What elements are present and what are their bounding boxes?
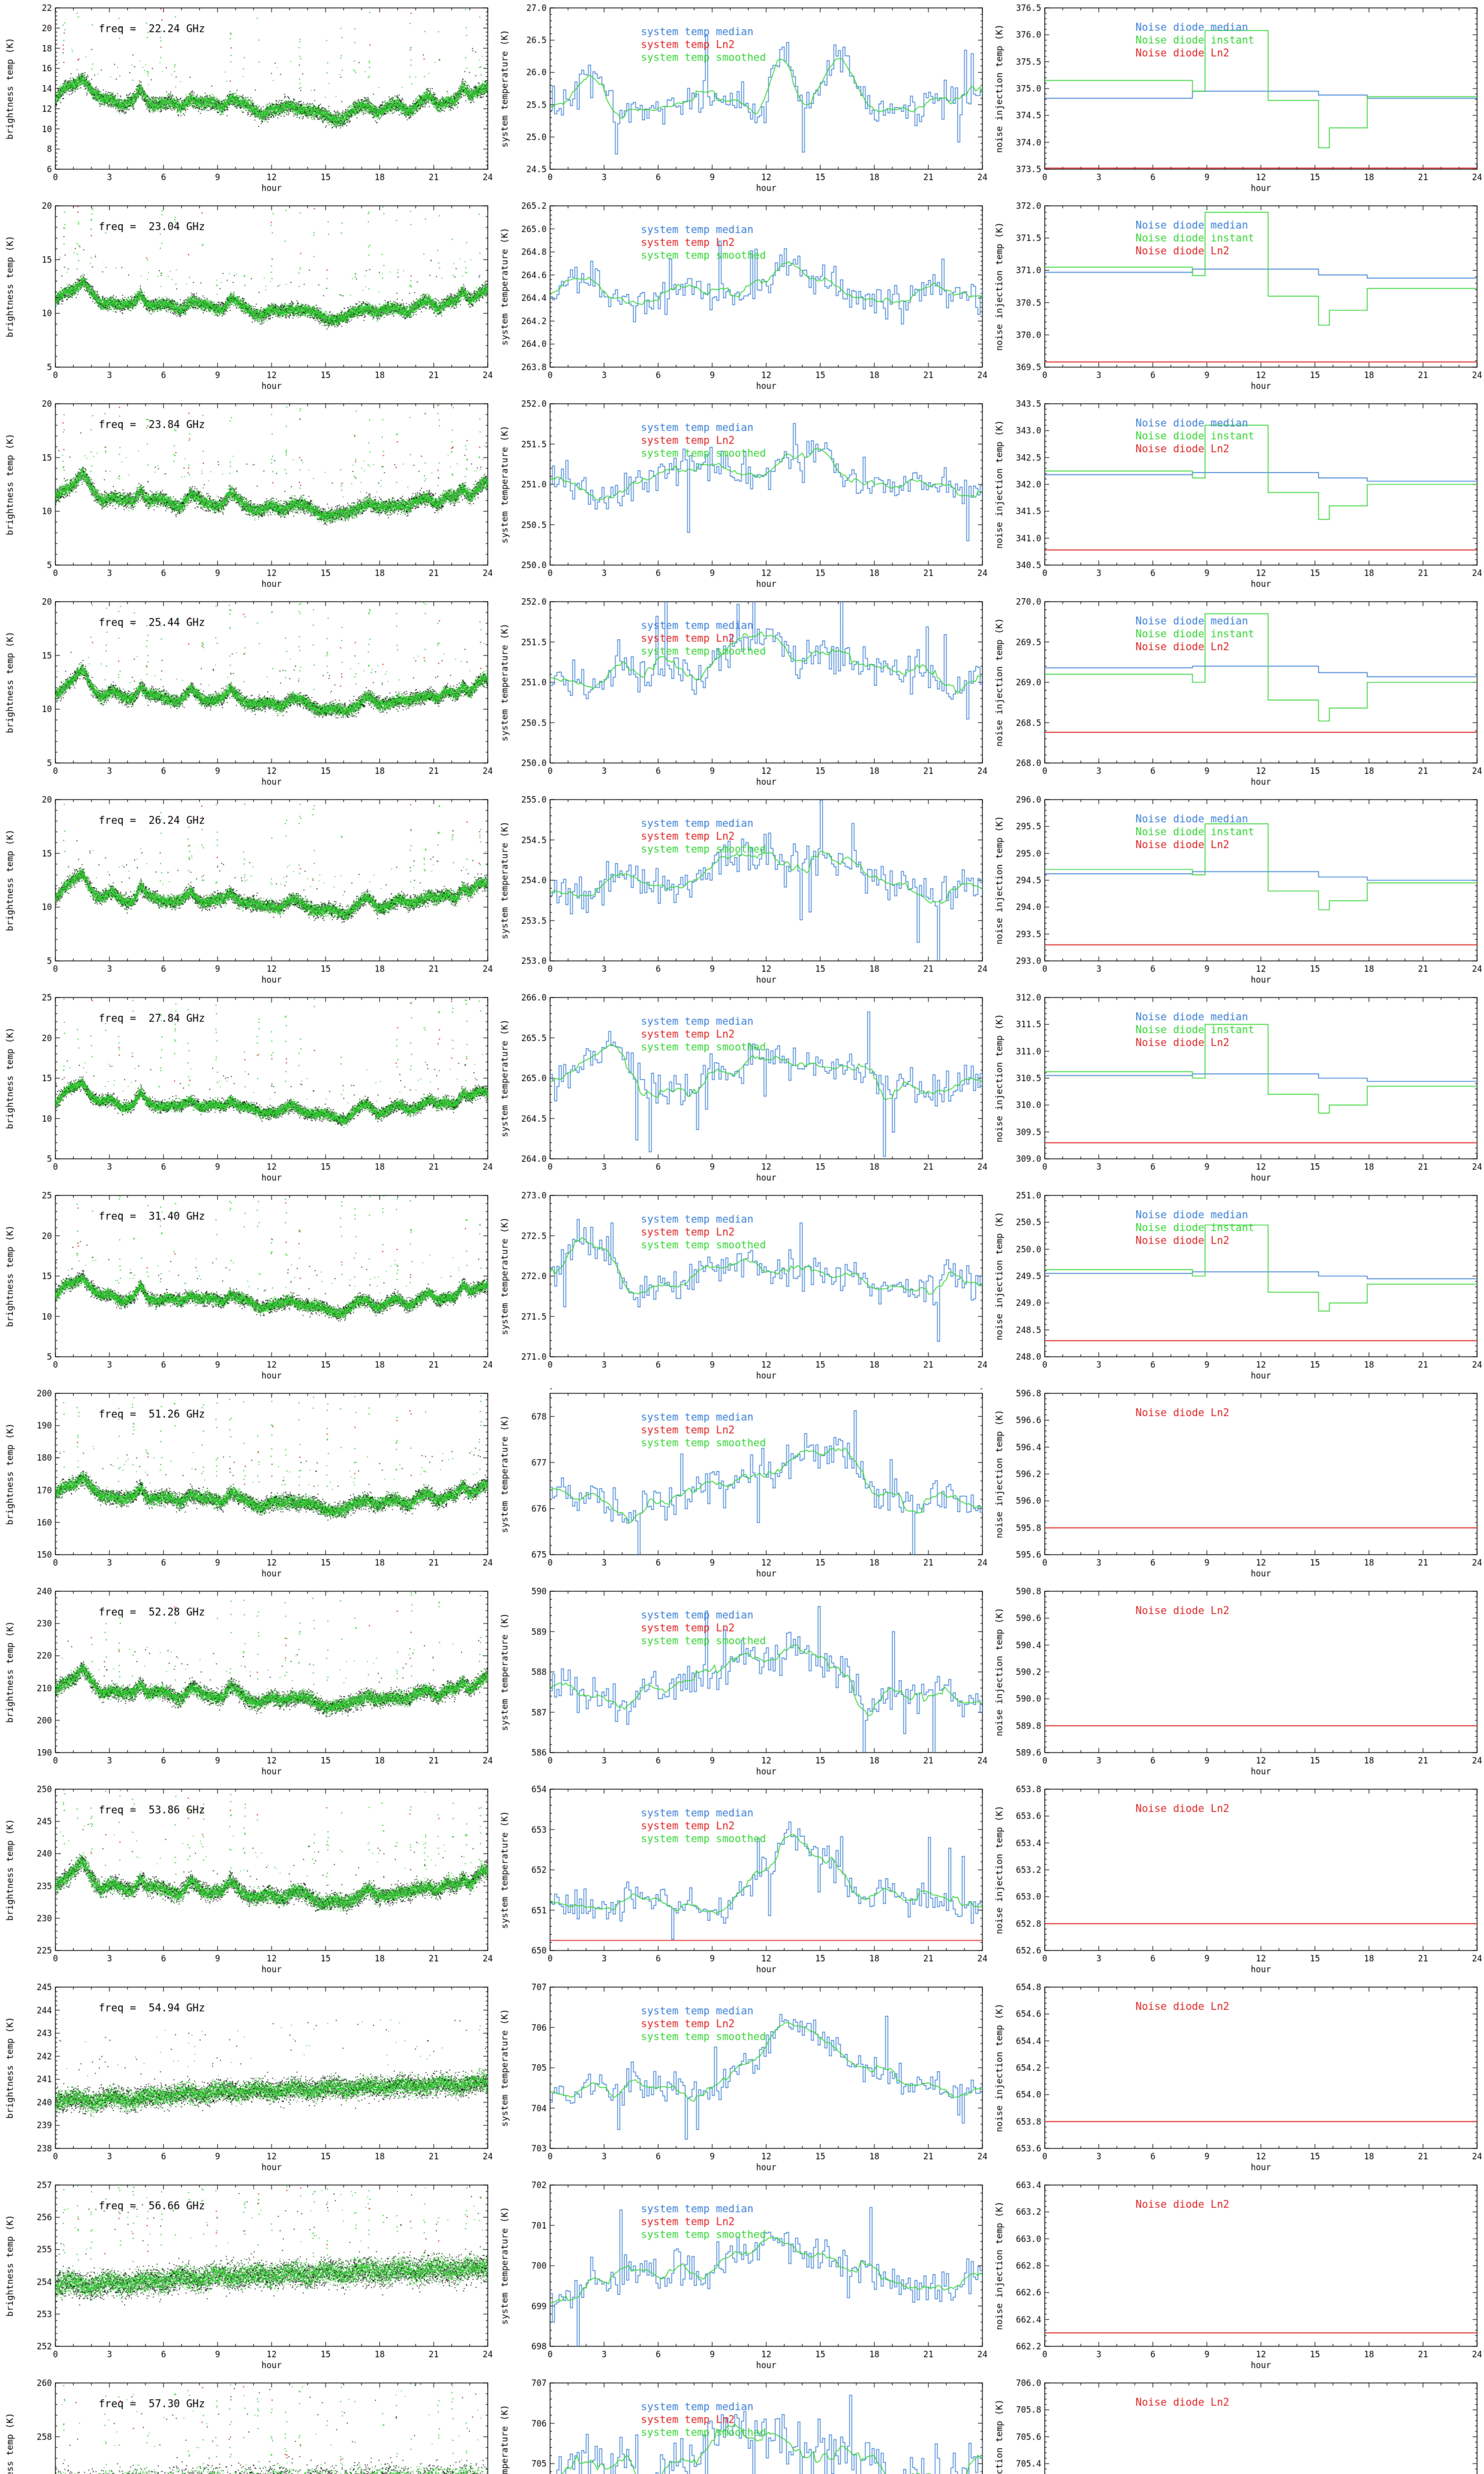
plot-row-54.94 xyxy=(0,1979,1484,2177)
plot-row-31.40 xyxy=(0,1188,1484,1385)
noise-injection-plot-row12 xyxy=(989,2177,1484,2375)
brightness-temp-plot-row7 xyxy=(0,1188,495,1385)
plot-row-25.44 xyxy=(0,594,1484,792)
system-temperature-plot-row10 xyxy=(495,1781,989,1979)
brightness-temp-plot-row6 xyxy=(0,990,495,1188)
noise-injection-plot-row6 xyxy=(989,990,1484,1188)
system-temperature-plot-row2 xyxy=(495,198,989,396)
noise-injection-plot-row3 xyxy=(989,396,1484,594)
noise-injection-plot-row2 xyxy=(989,198,1484,396)
brightness-temp-plot-row5 xyxy=(0,792,495,990)
system-temperature-plot-row7 xyxy=(495,1188,989,1385)
system-temperature-plot-row11 xyxy=(495,1979,989,2177)
noise-injection-plot-row9 xyxy=(989,1583,1484,1781)
brightness-temp-plot-row10 xyxy=(0,1781,495,1979)
plot-row-27.84 xyxy=(0,990,1484,1188)
brightness-temp-plot-row3 xyxy=(0,396,495,594)
plot-row-23.04 xyxy=(0,198,1484,396)
brightness-temp-plot-row13 xyxy=(0,2375,495,2474)
system-temperature-plot-row12 xyxy=(495,2177,989,2375)
plot-row-22.24 xyxy=(0,0,1484,198)
noise-injection-plot-row4 xyxy=(989,594,1484,792)
noise-injection-plot-row13 xyxy=(989,2375,1484,2474)
system-temperature-plot-row13 xyxy=(495,2375,989,2474)
plot-row-56.66 xyxy=(0,2177,1484,2375)
brightness-temp-plot-row11 xyxy=(0,1979,495,2177)
plot-row-53.86 xyxy=(0,1781,1484,1979)
system-temperature-plot-row5 xyxy=(495,792,989,990)
brightness-temp-plot-row2 xyxy=(0,198,495,396)
noise-injection-plot-row8 xyxy=(989,1385,1484,1583)
brightness-temp-plot-row12 xyxy=(0,2177,495,2375)
brightness-temp-plot-row8 xyxy=(0,1385,495,1583)
noise-injection-plot-row5 xyxy=(989,792,1484,990)
brightness-temp-plot-row1 xyxy=(0,0,495,198)
system-temperature-plot-row8 xyxy=(495,1385,989,1583)
plot-row-57.30 xyxy=(0,2375,1484,2474)
system-temperature-plot-row3 xyxy=(495,396,989,594)
system-temperature-plot-row1 xyxy=(495,0,989,198)
system-temperature-plot-row4 xyxy=(495,594,989,792)
system-temperature-plot-row6 xyxy=(495,990,989,1188)
brightness-temp-plot-row4 xyxy=(0,594,495,792)
noise-injection-plot-row1 xyxy=(989,0,1484,198)
plot-row-23.84 xyxy=(0,396,1484,594)
system-temperature-plot-row9 xyxy=(495,1583,989,1781)
noise-injection-plot-row10 xyxy=(989,1781,1484,1979)
plot-row-51.26 xyxy=(0,1385,1484,1583)
plot-row-52.28 xyxy=(0,1583,1484,1781)
plot-row-26.24 xyxy=(0,792,1484,990)
noise-injection-plot-row11 xyxy=(989,1979,1484,2177)
noise-injection-plot-row7 xyxy=(989,1188,1484,1385)
brightness-temp-plot-row9 xyxy=(0,1583,495,1781)
